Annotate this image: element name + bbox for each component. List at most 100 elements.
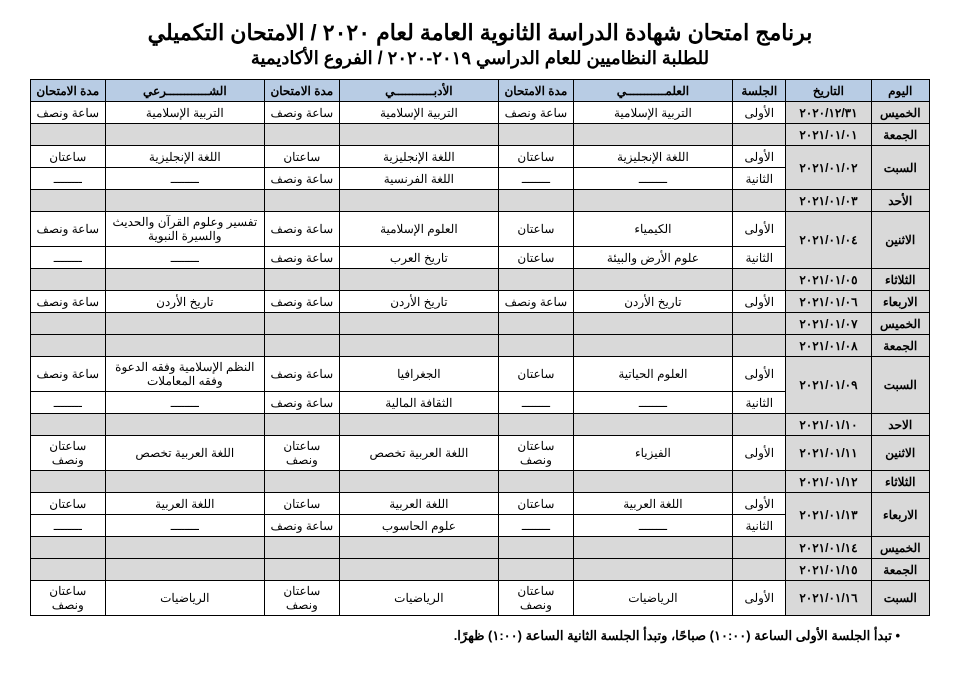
dur-cell: ساعتان	[499, 146, 573, 168]
dur-cell	[265, 559, 339, 581]
subj-cell	[105, 471, 265, 493]
dur-cell	[499, 471, 573, 493]
sess-cell	[733, 414, 786, 436]
subj-cell: العلوم الإسلامية	[339, 212, 499, 247]
date-cell: ٢٠٢١/٠١/٠٧	[786, 313, 871, 335]
subj-cell	[339, 335, 499, 357]
subj-cell: اللغة الفرنسية	[339, 168, 499, 190]
day-cell: السبت	[871, 581, 930, 616]
date-cell: ٢٠٢١/٠١/١١	[786, 436, 871, 471]
day-cell: الاحد	[871, 414, 930, 436]
sess-cell: الثانية	[733, 392, 786, 414]
sess-cell: الأولى	[733, 212, 786, 247]
dur-cell	[265, 335, 339, 357]
subj-cell: ــــــــ	[105, 168, 265, 190]
day-cell: الأحد	[871, 190, 930, 212]
hdr-shr-dur: مدة الامتحان	[31, 80, 106, 102]
dur-cell	[499, 537, 573, 559]
dur-cell	[265, 471, 339, 493]
dur-cell	[31, 414, 106, 436]
subj-cell	[339, 190, 499, 212]
sess-cell: الثانية	[733, 515, 786, 537]
subj-cell: ــــــــ	[573, 392, 733, 414]
table-body: الخميس٢٠٢٠/١٢/٣١الأولىالتربية الإسلاميةس…	[31, 102, 930, 616]
subj-cell: التربية الإسلامية	[573, 102, 733, 124]
subj-cell	[105, 190, 265, 212]
subj-cell: ــــــــ	[105, 515, 265, 537]
hdr-day: اليوم	[871, 80, 930, 102]
table-row: الاحد٢٠٢١/٠١/١٠	[31, 414, 930, 436]
sess-cell	[733, 335, 786, 357]
subj-cell	[105, 124, 265, 146]
dur-cell: ساعتان	[499, 493, 573, 515]
table-row: الاربعاء٢٠٢١/٠١/٠٦الأولىتاريخ الأردنساعة…	[31, 291, 930, 313]
date-cell: ٢٠٢١/٠١/٠٦	[786, 291, 871, 313]
day-cell: الاربعاء	[871, 291, 930, 313]
subj-cell: النظم الإسلامية وفقه الدعوة وفقه المعامل…	[105, 357, 265, 392]
dur-cell	[31, 269, 106, 291]
main-title: برنامج امتحان شهادة الدراسة الثانوية الع…	[30, 20, 930, 46]
dur-cell: ساعة ونصف	[265, 291, 339, 313]
date-cell: ٢٠٢١/٠١/١٤	[786, 537, 871, 559]
subj-cell: الجغرافيا	[339, 357, 499, 392]
sess-cell	[733, 190, 786, 212]
subj-cell: الرياضيات	[105, 581, 265, 616]
subj-cell	[105, 335, 265, 357]
dur-cell	[265, 269, 339, 291]
dur-cell	[31, 537, 106, 559]
sess-cell: الأولى	[733, 291, 786, 313]
table-row: الاربعاء٢٠٢١/٠١/١٣الأولىاللغة العربيةساع…	[31, 493, 930, 515]
day-cell: الثلاثاء	[871, 471, 930, 493]
date-cell: ٢٠٢١/٠١/٠٣	[786, 190, 871, 212]
dur-cell: ساعتان ونصف	[31, 581, 106, 616]
date-cell: ٢٠٢١/٠١/٠٥	[786, 269, 871, 291]
subj-cell	[573, 190, 733, 212]
subj-cell: تاريخ الأردن	[105, 291, 265, 313]
dur-cell: ساعتان	[265, 146, 339, 168]
dur-cell	[31, 335, 106, 357]
subj-cell: اللغة العربية تخصص	[339, 436, 499, 471]
dur-cell	[31, 471, 106, 493]
dur-cell: ساعة ونصف	[31, 102, 106, 124]
day-cell: السبت	[871, 146, 930, 190]
hdr-shr: الشــــــــــــرعي	[105, 80, 265, 102]
dur-cell: ساعة ونصف	[499, 102, 573, 124]
hdr-date: التاريخ	[786, 80, 871, 102]
table-row: الجمعة٢٠٢١/٠١/١٥	[31, 559, 930, 581]
subj-cell	[573, 335, 733, 357]
sess-cell: الثانية	[733, 168, 786, 190]
subj-cell: الرياضيات	[339, 581, 499, 616]
dur-cell	[31, 190, 106, 212]
date-cell: ٢٠٢١/٠١/٠٤	[786, 212, 871, 269]
subj-cell	[339, 269, 499, 291]
subj-cell: اللغة الإنجليزية	[339, 146, 499, 168]
subj-cell	[573, 414, 733, 436]
hdr-lit: الأدبـــــــــــي	[339, 80, 499, 102]
day-cell: الاثنين	[871, 436, 930, 471]
dur-cell: ساعتان ونصف	[265, 436, 339, 471]
subj-cell: اللغة الإنجليزية	[573, 146, 733, 168]
subj-cell	[573, 269, 733, 291]
sess-cell	[733, 471, 786, 493]
subj-cell: علوم الحاسوب	[339, 515, 499, 537]
sess-cell: الأولى	[733, 581, 786, 616]
subj-cell: اللغة العربية تخصص	[105, 436, 265, 471]
dur-cell: ساعة ونصف	[265, 102, 339, 124]
dur-cell	[265, 190, 339, 212]
day-cell: الثلاثاء	[871, 269, 930, 291]
table-row: الجمعة٢٠٢١/٠١/٠٨	[31, 335, 930, 357]
dur-cell: ساعتان	[499, 357, 573, 392]
sess-cell: الثانية	[733, 247, 786, 269]
day-cell: الجمعة	[871, 124, 930, 146]
day-cell: الاربعاء	[871, 493, 930, 537]
subj-cell: تاريخ الأردن	[573, 291, 733, 313]
subj-cell: اللغة العربية	[105, 493, 265, 515]
subj-cell	[573, 559, 733, 581]
dur-cell: ساعتان ونصف	[499, 436, 573, 471]
subj-cell	[105, 269, 265, 291]
dur-cell: ــــــــ	[31, 392, 106, 414]
day-cell: الخميس	[871, 102, 930, 124]
dur-cell: ساعة ونصف	[499, 291, 573, 313]
dur-cell: ساعة ونصف	[265, 212, 339, 247]
subj-cell: ــــــــ	[573, 168, 733, 190]
